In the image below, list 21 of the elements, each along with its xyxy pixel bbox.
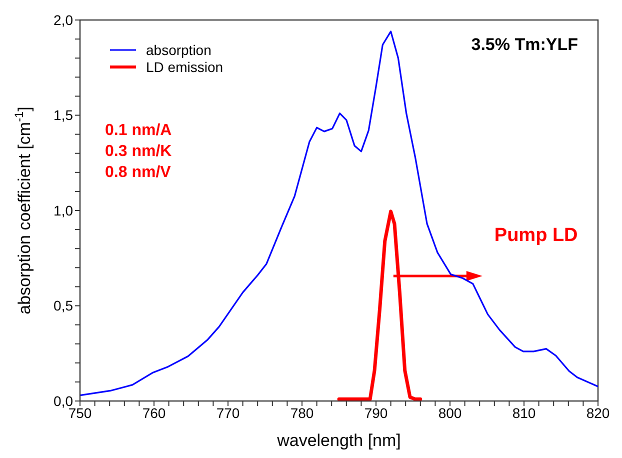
x-tick-label: 820: [586, 404, 610, 421]
y-tick-label: 1,0: [54, 202, 74, 218]
x-tick-label: 790: [364, 404, 388, 421]
legend-label: absorption: [146, 42, 212, 58]
x-tick-label: 770: [216, 404, 240, 421]
x-axis-title: wavelength [nm]: [276, 431, 401, 450]
x-tick-label: 810: [512, 404, 536, 421]
y-tick-label: 1,5: [54, 107, 74, 124]
annotation: Pump LD: [494, 224, 578, 246]
annotation: 0.1 nm/A: [105, 122, 172, 139]
annotation: 0.3 nm/K: [105, 143, 172, 160]
y-tick-label: 0,5: [54, 298, 74, 314]
annotation: 0.8 nm/V: [105, 164, 172, 181]
y-tick-label: 2,0: [54, 12, 74, 28]
x-tick-label: 760: [142, 404, 166, 421]
legend-label: LD emission: [146, 58, 224, 74]
x-tick-label: 780: [290, 404, 314, 421]
line-series: [337, 210, 422, 401]
y-tick-label: 0,0: [54, 392, 74, 409]
annotation: 3.5% Tm:YLF: [471, 35, 578, 54]
x-tick-label: 800: [438, 404, 462, 421]
